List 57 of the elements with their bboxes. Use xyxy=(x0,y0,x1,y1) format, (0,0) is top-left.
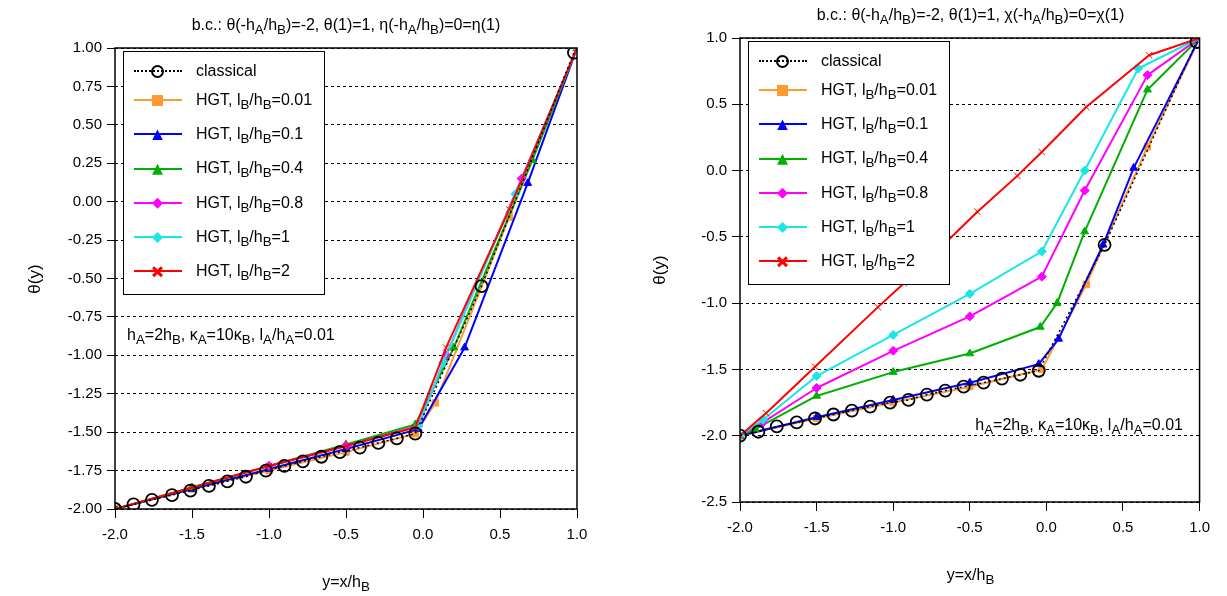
legend-label: HGT, l$_{B}$/h$_{B}$=0.01 xyxy=(821,81,938,103)
y-tick-label: -2.00 xyxy=(67,499,102,517)
legend-label: HGT, l$_{B}$/h$_{B}$=1 xyxy=(821,217,915,239)
y-tick-label: 0.25 xyxy=(72,153,102,171)
legend-label: HGT, l$_{B}$/h$_{B}$=2 xyxy=(196,261,290,284)
x-tick-label: -0.5 xyxy=(956,518,983,536)
legend-label: HGT, l$_{B}$/h$_{B}$=0.01 xyxy=(196,91,313,113)
x-axis-title: y=x/h$_{B}$ xyxy=(321,573,371,595)
y-tick-label: -0.75 xyxy=(67,307,102,325)
y-tick-label: 0.00 xyxy=(72,191,102,209)
x-tick-label: -0.5 xyxy=(333,525,359,543)
x-tick-label: 0.5 xyxy=(1112,518,1134,536)
y-tick-label: -0.5 xyxy=(701,227,727,244)
y-tick-label: 0.0 xyxy=(706,160,727,178)
text: h$_{A}$=2h$_{B}$, κ$_{A}$=10κ$_{B}$, l$_{A}$/h$_{A}$=0.01 xyxy=(975,416,1183,438)
chart-title: b.c.: θ(-h$_{A}$/h$_{B}$)=-2, θ(1)=1, χ(-h$_{A}$/h$_{B}$)=0=χ(1) xyxy=(816,6,1125,28)
legend-label: HGT, l$_{B}$/h$_{B}$=0.4 xyxy=(196,159,304,181)
y-tick-label: -1.00 xyxy=(67,345,102,363)
x-tick-label: -2.0 xyxy=(727,518,753,536)
legend-label: HGT, l$_{B}$/h$_{B}$=0.1 xyxy=(821,115,929,137)
chart-title: b.c.: θ(-h$_{A}$/h$_{B}$)=-2, θ(1)=1, η(-h$_{A}$/h$_{B}$)=0=η(1) xyxy=(191,16,501,38)
y-tick-label: 1.0 xyxy=(706,28,727,46)
y-axis-title: θ(y) xyxy=(25,262,45,296)
y-tick-label: -0.50 xyxy=(67,268,102,286)
x-axis-title: y=x/h$_{B}$ xyxy=(945,566,996,588)
y-tick-label: 0.50 xyxy=(72,114,102,132)
x-tick-label: 1.0 xyxy=(1189,518,1210,536)
legend-label: HGT, l$_{B}$/h$_{B}$=0.8 xyxy=(821,183,929,205)
y-tick-label: -0.25 xyxy=(67,230,102,248)
legend-label: HGT, l$_{B}$/h$_{B}$=0.4 xyxy=(821,149,929,171)
x-tick-label: -1.0 xyxy=(880,518,907,536)
y-tick-label: 0.5 xyxy=(706,94,727,112)
x-tick-label: 0.5 xyxy=(489,525,511,543)
legend-label: classical xyxy=(196,62,257,79)
legend-label: HGT, l$_{B}$/h$_{B}$=0.1 xyxy=(196,125,304,147)
y-tick-label: -1.50 xyxy=(67,422,102,440)
x-tick-label: -1.5 xyxy=(803,518,830,536)
x-tick-label: -1.5 xyxy=(179,525,205,543)
legend-label: HGT, l$_{B}$/h$_{B}$=2 xyxy=(821,251,915,274)
y-tick-label: -1.75 xyxy=(67,460,102,478)
x-tick-label: 0.0 xyxy=(1035,518,1057,536)
y-tick-label: -1.0 xyxy=(701,293,727,311)
x-tick-label: 1.0 xyxy=(566,525,588,543)
y-tick-label: 0.75 xyxy=(72,76,102,94)
y-axis-title: θ(y) xyxy=(650,254,670,287)
legend-label: HGT, l$_{B}$/h$_{B}$=1 xyxy=(196,227,290,249)
x-tick-label: -2.0 xyxy=(102,525,128,543)
legend-label: HGT, l$_{B}$/h$_{B}$=0.8 xyxy=(196,193,304,215)
text: h$_{A}$=2h$_{B}$, κ$_{A}$=10κ$_{B}$, l$_{A}$/h$_{A}$=0.01 xyxy=(127,326,335,348)
y-tick-label: -1.25 xyxy=(67,383,102,401)
y-tick-label: 1.00 xyxy=(72,38,102,56)
x-tick-label: 0.0 xyxy=(412,525,434,543)
y-tick-label: -2.5 xyxy=(701,492,727,510)
x-tick-label: -1.0 xyxy=(256,525,282,543)
y-tick-label: -1.5 xyxy=(701,359,727,377)
legend-label: classical xyxy=(821,52,882,69)
y-tick-label: -2.0 xyxy=(701,425,727,443)
